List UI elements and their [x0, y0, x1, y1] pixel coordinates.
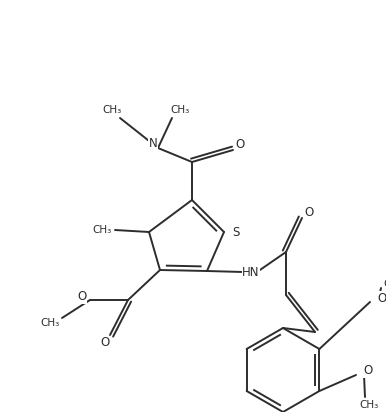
Text: O: O: [235, 138, 245, 150]
Text: O: O: [363, 365, 372, 377]
Text: S: S: [232, 225, 240, 239]
Text: O: O: [305, 206, 313, 218]
Text: CH₃: CH₃: [383, 279, 386, 289]
Text: O: O: [77, 290, 86, 304]
Text: CH₃: CH₃: [359, 400, 379, 410]
Text: O: O: [100, 337, 110, 349]
Text: HN: HN: [242, 265, 260, 279]
Text: CH₃: CH₃: [41, 318, 59, 328]
Text: CH₃: CH₃: [92, 225, 112, 235]
Text: CH₃: CH₃: [170, 105, 190, 115]
Text: CH₃: CH₃: [102, 105, 122, 115]
Text: N: N: [149, 136, 157, 150]
Text: O: O: [378, 292, 386, 304]
